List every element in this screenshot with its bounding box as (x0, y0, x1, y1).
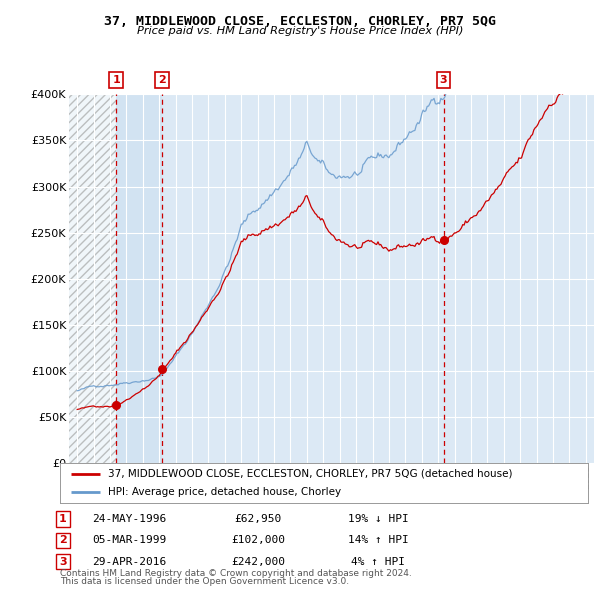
Text: 2: 2 (59, 536, 67, 545)
Text: 2: 2 (158, 76, 166, 85)
Text: This data is licensed under the Open Government Licence v3.0.: This data is licensed under the Open Gov… (60, 578, 349, 586)
Text: 1: 1 (113, 76, 120, 85)
Text: Contains HM Land Registry data © Crown copyright and database right 2024.: Contains HM Land Registry data © Crown c… (60, 569, 412, 578)
Bar (69, 94, 116, 463)
Text: 3: 3 (440, 76, 448, 85)
Text: 24-MAY-1996: 24-MAY-1996 (92, 514, 166, 524)
Text: 37, MIDDLEWOOD CLOSE, ECCLESTON, CHORLEY, PR7 5QG: 37, MIDDLEWOOD CLOSE, ECCLESTON, CHORLEY… (104, 15, 496, 28)
Text: 29-APR-2016: 29-APR-2016 (92, 557, 166, 566)
Text: 1: 1 (59, 514, 67, 524)
Text: 3: 3 (59, 557, 67, 566)
Text: 19% ↓ HPI: 19% ↓ HPI (347, 514, 409, 524)
Text: 4% ↑ HPI: 4% ↑ HPI (351, 557, 405, 566)
Text: Price paid vs. HM Land Registry's House Price Index (HPI): Price paid vs. HM Land Registry's House … (137, 26, 463, 36)
Text: 14% ↑ HPI: 14% ↑ HPI (347, 536, 409, 545)
Text: £102,000: £102,000 (231, 536, 285, 545)
Bar (116, 94, 162, 463)
Text: £62,950: £62,950 (235, 514, 281, 524)
Text: 37, MIDDLEWOOD CLOSE, ECCLESTON, CHORLEY, PR7 5QG (detached house): 37, MIDDLEWOOD CLOSE, ECCLESTON, CHORLEY… (107, 469, 512, 479)
Text: 05-MAR-1999: 05-MAR-1999 (92, 536, 166, 545)
Text: HPI: Average price, detached house, Chorley: HPI: Average price, detached house, Chor… (107, 487, 341, 497)
Text: £242,000: £242,000 (231, 557, 285, 566)
